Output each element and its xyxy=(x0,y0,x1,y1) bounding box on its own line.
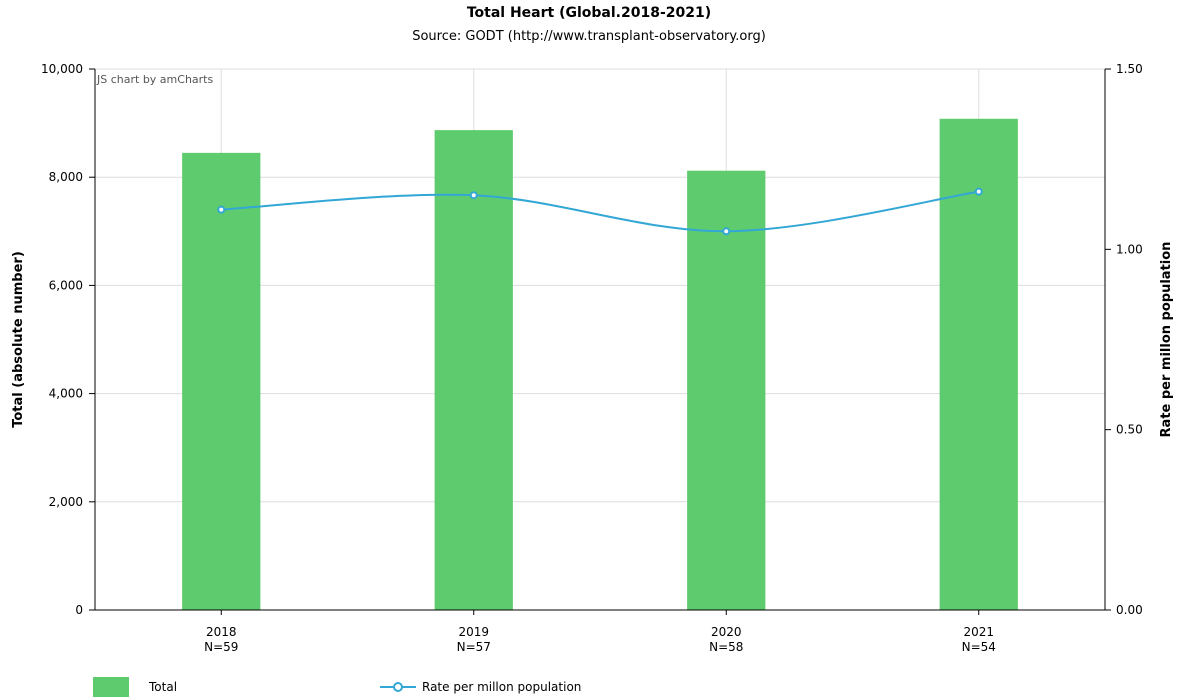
point-rate xyxy=(217,205,226,214)
bar-total xyxy=(687,170,766,610)
y-axis-left-title: Total (absolute number) xyxy=(11,251,26,428)
x-axis-tick-label: 2020 xyxy=(711,625,742,639)
y-axis-right-tick-label: 1.00 xyxy=(1116,242,1143,256)
chart-subtitle: Source: GODT (http://www.transplant-obse… xyxy=(412,29,766,44)
legend-item-rate[interactable]: Rate per millon population xyxy=(380,677,581,697)
chart-title: Total Heart (Global.2018-2021) xyxy=(466,5,712,21)
y-axis-right-tick-label: 0.50 xyxy=(1116,423,1143,437)
x-axis-tick-label: 2021 xyxy=(963,625,994,639)
point-rate xyxy=(469,191,478,200)
bar-total xyxy=(939,118,1018,610)
y-axis-left-tick-label: 8,000 xyxy=(49,170,83,184)
x-axis-tick-note: N=57 xyxy=(457,640,491,654)
bar-total xyxy=(182,152,261,611)
y-axis-left-tick-label: 6,000 xyxy=(49,278,83,292)
y-axis-left-tick-label: 2,000 xyxy=(49,495,83,509)
legend-label-total: Total xyxy=(149,680,178,694)
point-rate xyxy=(722,227,731,236)
y-axis-right-title: Rate per millon population xyxy=(1159,242,1174,438)
y-axis-right-tick-label: 1.50 xyxy=(1116,62,1143,76)
y-axis-right-tick-label: 0.00 xyxy=(1116,603,1143,617)
x-axis-tick-note: N=54 xyxy=(962,640,996,654)
amcharts-credit-link[interactable]: JS chart by amCharts xyxy=(97,73,214,86)
y-axis-left-tick-label: 10,000 xyxy=(41,62,83,76)
legend-label-rate: Rate per millon population xyxy=(422,680,582,694)
legend-item-total[interactable]: Total xyxy=(93,677,177,697)
x-axis-tick-label: 2019 xyxy=(458,625,489,639)
line-rate xyxy=(221,190,979,233)
legend-swatch-rate xyxy=(380,680,416,694)
point-rate xyxy=(974,187,983,196)
y-axis-left-tick-label: 4,000 xyxy=(49,387,83,401)
x-axis-tick-note: N=58 xyxy=(709,640,743,654)
y-axis-left-tick-label: 0 xyxy=(75,603,83,617)
x-axis-tick-label: 2018 xyxy=(206,625,237,639)
bar-total xyxy=(434,130,513,610)
legend-swatch-total xyxy=(93,677,129,697)
x-axis-tick-note: N=59 xyxy=(204,640,238,654)
